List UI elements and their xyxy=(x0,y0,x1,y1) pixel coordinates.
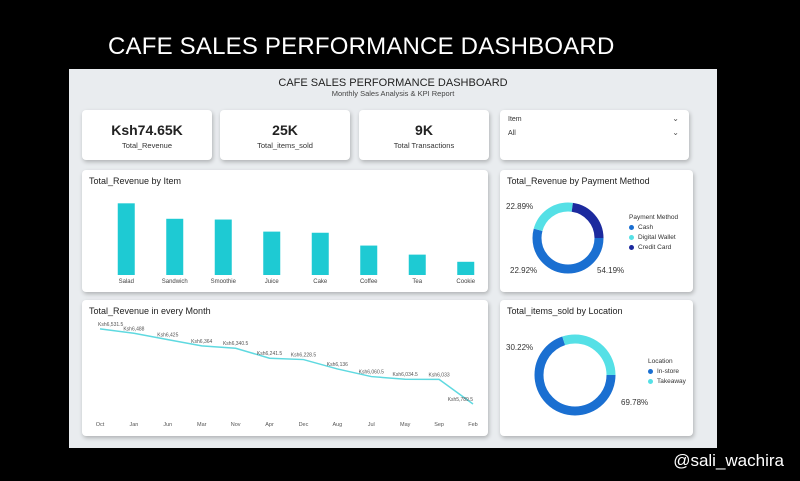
data-label: Ksh6,531.5 xyxy=(98,322,124,328)
slice-label: 22.92% xyxy=(510,266,538,275)
tick-label: Cookie xyxy=(456,279,475,285)
tick-label: Jan xyxy=(129,422,138,428)
kpi-card-items: 25K Total_items_sold xyxy=(220,110,350,160)
tick-label: Sep xyxy=(434,422,444,428)
chart-title: Total_Revenue by Item xyxy=(89,176,182,186)
bar[interactable] xyxy=(408,254,426,275)
tick-label: Salad xyxy=(119,279,134,285)
bar[interactable] xyxy=(457,261,475,275)
legend-label: Cash xyxy=(638,224,654,231)
data-label: Ksh6,340.5 xyxy=(223,341,249,347)
tick-label: Coffee xyxy=(360,279,378,285)
dot-icon xyxy=(629,225,634,230)
bar[interactable] xyxy=(166,218,184,275)
data-label: Ksh6,060.5 xyxy=(359,370,385,376)
payment-method-card: Total_Revenue by Payment Method 22.89% 2… xyxy=(500,170,693,292)
dot-icon xyxy=(648,379,653,384)
chevron-down-icon[interactable]: ⌄ xyxy=(672,128,679,137)
tick-label: Mar xyxy=(197,422,207,428)
data-label: Ksh6,033 xyxy=(429,372,450,378)
legend: Location In-store Takeaway xyxy=(648,358,686,388)
legend-label: In-store xyxy=(657,368,680,375)
legend-item[interactable]: Digital Wallet xyxy=(629,234,678,241)
kpi-label: Total Transactions xyxy=(393,141,455,150)
bar[interactable] xyxy=(360,245,378,275)
location-donut xyxy=(534,334,616,416)
legend-label: Digital Wallet xyxy=(638,234,676,241)
tick-label: Cake xyxy=(313,279,328,285)
dashboard: CAFE SALES PERFORMANCE DASHBOARD Monthly… xyxy=(69,69,717,448)
data-label: Ksh5,789.5 xyxy=(448,397,474,403)
data-label: Ksh6,425 xyxy=(157,333,178,339)
slice-label: 54.19% xyxy=(597,266,625,275)
dashboard-title: CAFE SALES PERFORMANCE DASHBOARD xyxy=(278,77,508,89)
data-label: Ksh6,136 xyxy=(327,362,348,368)
legend-label: Credit Card xyxy=(638,244,672,251)
legend: Payment Method Cash Digital Wallet Credi… xyxy=(629,214,678,254)
slicer-value[interactable]: All xyxy=(508,130,516,137)
bar[interactable] xyxy=(117,203,135,275)
slice-label: 30.22% xyxy=(506,343,534,352)
author-handle: @sali_wachira xyxy=(673,451,784,470)
dot-icon xyxy=(629,245,634,250)
tick-label: Sandwich xyxy=(162,279,188,285)
data-label: Ksh6,364 xyxy=(191,339,212,345)
tick-label: Aug xyxy=(332,422,342,428)
chart-title: Total_items_sold by Location xyxy=(507,306,623,316)
chart-title: Total_Revenue in every Month xyxy=(89,306,211,316)
bar[interactable] xyxy=(311,232,329,275)
donut-slice[interactable] xyxy=(532,202,604,274)
legend-title: Payment Method xyxy=(629,214,679,221)
tick-label: Oct xyxy=(96,422,105,428)
dot-icon xyxy=(648,369,653,374)
donut-slice[interactable] xyxy=(532,202,604,274)
tick-label: Tea xyxy=(412,279,422,285)
kpi-value: 9K xyxy=(415,122,433,138)
item-slicer[interactable]: Item ⌄ All ⌄ xyxy=(500,110,689,160)
line-chart: Ksh6,531.5 Oct Ksh6,488 Jan Ksh6,425 Jun Ksh6,… xyxy=(96,322,478,428)
bar[interactable] xyxy=(263,231,281,275)
kpi-label: Total_Revenue xyxy=(121,141,173,150)
location-card: Total_items_sold by Location 30.22% 69.7… xyxy=(500,300,693,436)
tick-label: May xyxy=(400,422,411,428)
revenue-by-item-card: Total_Revenue by Item Salad Sandwich Smoot… xyxy=(82,170,488,292)
outer-title: CAFE SALES PERFORMANCE DASHBOARD xyxy=(108,33,615,60)
kpi-value: Ksh74.65K xyxy=(111,122,183,138)
legend-item[interactable]: In-store xyxy=(648,368,686,375)
dashboard-subtitle: Monthly Sales Analysis & KPI Report xyxy=(331,89,455,98)
data-label: Ksh6,488 xyxy=(123,326,144,332)
tick-label: Feb xyxy=(468,422,477,428)
donut-slice[interactable] xyxy=(534,334,616,416)
kpi-label: Total_items_sold xyxy=(257,141,313,150)
tick-label: Juice xyxy=(265,279,280,285)
legend-item[interactable]: Takeaway xyxy=(648,378,686,385)
data-label: Ksh6,034.5 xyxy=(393,372,419,378)
payment-donut xyxy=(532,202,604,274)
legend-item[interactable]: Credit Card xyxy=(629,244,678,251)
data-label: Ksh6,228.5 xyxy=(291,353,317,359)
slice-label: 69.78% xyxy=(621,398,649,407)
tick-label: Jul xyxy=(368,422,375,428)
chevron-down-icon[interactable]: ⌄ xyxy=(672,114,679,123)
tick-label: Jun xyxy=(163,422,172,428)
tick-label: Dec xyxy=(299,422,309,428)
slice-label: 22.89% xyxy=(506,202,534,211)
legend-label: Takeaway xyxy=(657,378,686,385)
data-label: Ksh6,241.5 xyxy=(257,351,283,357)
revenue-by-month-card: Total_Revenue in every Month Ksh6,531.5 O… xyxy=(82,300,488,436)
legend-title: Location xyxy=(648,358,673,365)
dot-icon xyxy=(629,235,634,240)
tick-label: Smoothie xyxy=(211,279,237,285)
bar[interactable] xyxy=(214,219,232,275)
kpi-card-revenue: Ksh74.65K Total_Revenue xyxy=(82,110,212,160)
chart-title: Total_Revenue by Payment Method xyxy=(507,176,650,186)
bar-chart: Salad Sandwich Smoothie Juice Cake Coffee Tea C… xyxy=(117,203,476,285)
legend-item[interactable]: Cash xyxy=(629,224,678,231)
slicer-label: Item xyxy=(508,116,522,123)
tick-label: Nov xyxy=(231,422,241,428)
series-line[interactable] xyxy=(99,328,474,405)
kpi-card-transactions: 9K Total Transactions xyxy=(359,110,489,160)
tick-label: Apr xyxy=(265,422,274,428)
kpi-value: 25K xyxy=(272,122,298,138)
